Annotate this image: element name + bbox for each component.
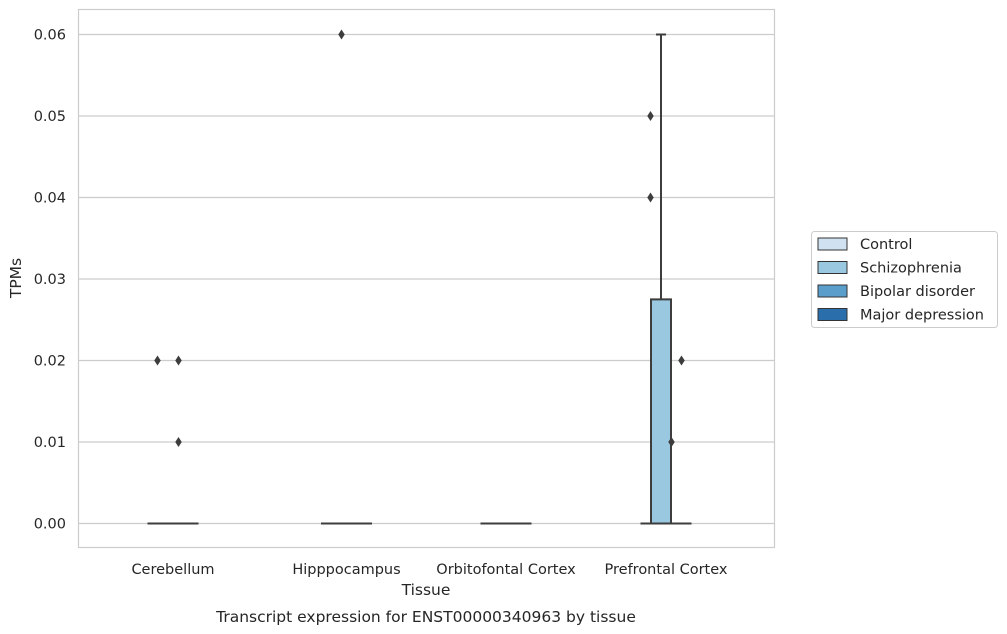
y-tick-label: 0.04 (34, 191, 66, 207)
box-0-0 (147, 355, 168, 525)
legend-label: Major depression (860, 308, 984, 324)
outlier-point (647, 111, 654, 121)
grid-lines (78, 33, 775, 525)
legend-label: Schizophrenia (860, 261, 962, 277)
legend-swatch (817, 308, 848, 321)
plot-area-frame (77, 8, 776, 549)
outlier-point (175, 355, 182, 366)
legend-swatch (817, 237, 848, 251)
box-1-1 (331, 29, 352, 525)
chart-caption: Transcript expression for ENST0000034096… (215, 608, 636, 626)
y-tick-label: 0.03 (34, 272, 66, 288)
box-2-0 (168, 355, 189, 525)
outlier-point (647, 192, 654, 203)
x-axis-ticks: Cerebellum Hipppocampus Orbitofontal Corte… (131, 562, 727, 578)
outlier-point (338, 29, 345, 40)
outlier-point (175, 437, 182, 447)
x-tick-label: Orbitofontal Cortex (436, 562, 576, 578)
y-tick-label: 0.02 (34, 354, 66, 370)
legend-swatch (817, 261, 848, 274)
box-series (147, 29, 692, 525)
box-body (650, 298, 672, 525)
legend-swatch (817, 284, 848, 298)
y-tick-label: 0.01 (34, 435, 66, 451)
legend-label: Control (860, 237, 912, 253)
x-tick-label: Hipppocampus (292, 562, 400, 578)
legend-label: Bipolar disorder (860, 284, 975, 300)
y-tick-label: 0.00 (34, 517, 66, 533)
outlier-point (678, 355, 685, 366)
y-axis-title: TPMs (7, 258, 25, 299)
x-axis-title: Tissue (401, 581, 451, 599)
y-tick-label: 0.06 (34, 28, 66, 44)
x-tick-label: Prefrontal Cortex (605, 562, 728, 578)
outlier-point (668, 437, 675, 447)
legend: Control Schizophrenia Bipolar disorder Majo… (811, 231, 998, 328)
x-tick-label: Cerebellum (131, 562, 214, 578)
outlier-point (154, 355, 161, 366)
box-3-3 (671, 355, 692, 525)
y-axis-ticks: 0.00 0.01 0.02 0.03 0.04 0.05 0.06 (34, 28, 66, 533)
y-tick-label: 0.05 (34, 109, 66, 125)
legend-frame (811, 231, 998, 328)
